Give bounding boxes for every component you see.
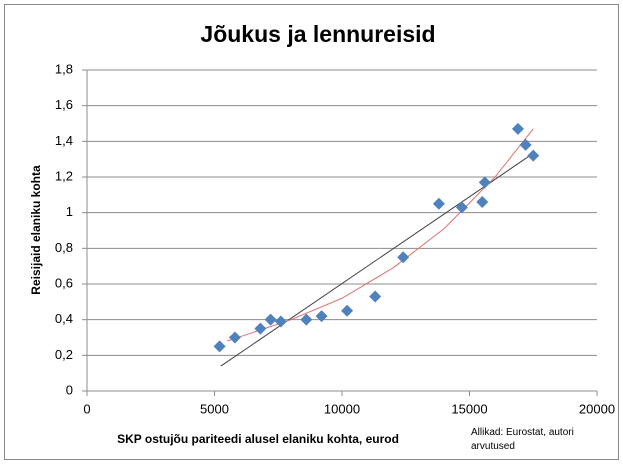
y-tick-label: 1 bbox=[66, 204, 73, 219]
y-tick-label: 0,8 bbox=[55, 240, 73, 255]
y-tick-label: 0,6 bbox=[55, 275, 73, 290]
y-tick-label: 0 bbox=[66, 382, 73, 397]
x-tick-label: 10000 bbox=[324, 401, 360, 416]
data-point bbox=[455, 201, 468, 214]
y-tick-label: 1,4 bbox=[55, 133, 73, 148]
y-tick-label: 0,4 bbox=[55, 311, 73, 326]
x-tick-label: 20000 bbox=[579, 401, 615, 416]
data-point bbox=[274, 315, 287, 328]
data-point bbox=[511, 122, 524, 135]
y-tick-label: 0,2 bbox=[55, 347, 73, 362]
data-point bbox=[519, 138, 532, 151]
source-note: Allikad: Eurostat, autori arvutused bbox=[471, 427, 574, 452]
data-point bbox=[300, 313, 313, 326]
data-point bbox=[315, 310, 328, 323]
data-point bbox=[369, 290, 382, 303]
trendline bbox=[227, 128, 534, 342]
x-tick-label: 0 bbox=[83, 401, 90, 416]
data-point bbox=[527, 149, 540, 162]
x-tick-label: 15000 bbox=[451, 401, 487, 416]
trendline bbox=[220, 155, 531, 367]
y-tick-label: 1,8 bbox=[55, 61, 73, 76]
y-tick-label: 1,6 bbox=[55, 97, 73, 112]
y-tick-label: 1,2 bbox=[55, 168, 73, 183]
data-point bbox=[397, 251, 410, 264]
chart-border bbox=[4, 4, 619, 460]
data-point bbox=[341, 304, 354, 317]
chart-title: Jõukus ja lennureisid bbox=[200, 21, 435, 47]
data-point bbox=[228, 331, 241, 344]
y-axis-label: Reisijaid elaniku kohta bbox=[29, 165, 43, 295]
data-point bbox=[254, 322, 267, 335]
data-point bbox=[476, 195, 489, 208]
data-point bbox=[213, 340, 226, 353]
x-tick-label: 5000 bbox=[200, 401, 229, 416]
x-axis-label: SKP ostujõu pariteedi alusel elaniku koh… bbox=[117, 432, 399, 446]
data-point bbox=[264, 313, 277, 326]
data-point bbox=[432, 197, 445, 210]
data-point bbox=[478, 176, 491, 189]
